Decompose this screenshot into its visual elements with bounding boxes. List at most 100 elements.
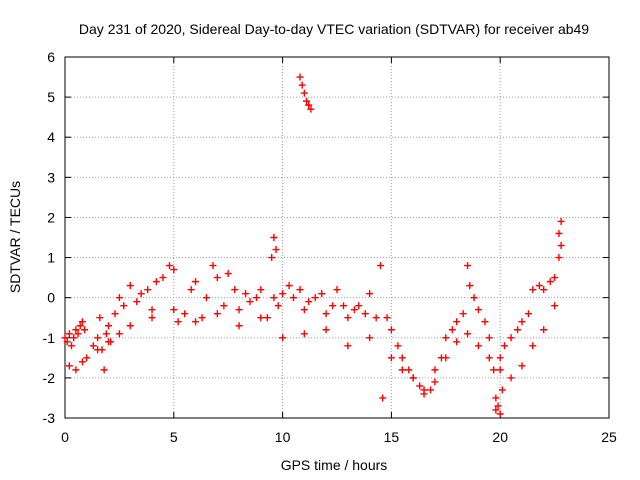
data-point (474, 306, 482, 314)
data-point (490, 366, 498, 374)
data-point (78, 318, 86, 326)
data-point (464, 262, 472, 270)
x-tick-label: 0 (61, 429, 69, 445)
data-point (492, 394, 500, 402)
data-point (431, 378, 439, 386)
data-point (409, 374, 417, 382)
x-tick-labels: 0 5 10 15 20 25 (61, 429, 617, 445)
y-tick-label: 2 (47, 209, 55, 225)
data-point (340, 302, 348, 310)
data-point (61, 334, 69, 342)
data-point (202, 294, 210, 302)
data-point (474, 342, 482, 350)
data-point (344, 314, 352, 322)
data-point (442, 354, 450, 362)
data-point (198, 314, 206, 322)
data-point (148, 306, 156, 314)
data-point (405, 366, 413, 374)
data-point (344, 342, 352, 350)
data-point (366, 334, 374, 342)
y-tick-labels: -3 -2 -1 0 1 2 3 4 5 6 (43, 49, 56, 426)
data-point (187, 286, 195, 294)
data-point (485, 354, 493, 362)
data-point (76, 322, 84, 330)
data-point (74, 330, 82, 338)
data-point (270, 234, 278, 241)
data-point (501, 342, 509, 350)
y-tick-label: 4 (47, 129, 55, 145)
data-point (494, 402, 502, 410)
y-tick-label: -3 (43, 410, 56, 426)
data-point (379, 394, 387, 402)
data-point (235, 306, 243, 314)
data-point (65, 330, 73, 338)
data-point (442, 334, 450, 342)
data-point (459, 310, 467, 318)
data-point (268, 254, 276, 262)
data-point (102, 330, 110, 338)
data-point (100, 366, 108, 374)
data-point (535, 282, 543, 290)
data-point (94, 334, 102, 342)
data-point (398, 366, 406, 374)
data-point (300, 89, 308, 97)
data-point (115, 330, 123, 338)
data-point (557, 217, 565, 225)
data-point (524, 310, 532, 318)
x-tick-label: 15 (384, 429, 400, 445)
data-point (159, 274, 167, 282)
data-point (270, 294, 278, 302)
data-point (242, 290, 250, 298)
data-point (126, 322, 134, 330)
data-point (192, 278, 200, 286)
data-point (546, 278, 554, 286)
data-point (557, 242, 565, 250)
data-point (416, 382, 424, 390)
data-point (68, 342, 76, 350)
data-point (83, 354, 91, 362)
data-point (496, 366, 504, 374)
x-axis-label: GPS time / hours (281, 457, 388, 473)
data-point (431, 366, 439, 374)
grid (64, 56, 610, 419)
data-point (105, 338, 113, 346)
data-point (307, 105, 315, 113)
data-point (235, 322, 243, 330)
data-point (470, 294, 478, 302)
data-point (246, 298, 254, 306)
data-point (78, 358, 86, 366)
data-point (209, 262, 217, 270)
data-point (555, 254, 563, 262)
data-point (300, 306, 308, 314)
data-point (498, 386, 506, 394)
data-point (305, 298, 313, 306)
data-point (453, 338, 461, 346)
data-point (372, 314, 380, 322)
data-point (181, 310, 189, 318)
data-point (285, 282, 293, 290)
x-tick-label: 20 (492, 429, 508, 445)
data-point (170, 306, 178, 314)
data-point (126, 282, 134, 290)
data-point (387, 354, 395, 362)
data-point (105, 322, 113, 330)
data-point (540, 286, 548, 294)
data-point (152, 278, 160, 286)
y-tick-label: 5 (47, 89, 55, 105)
plot-frame (64, 56, 610, 419)
data-point (485, 334, 493, 342)
data-point (148, 314, 156, 322)
y-tick-label: -1 (43, 330, 56, 346)
data-point (170, 266, 178, 274)
data-point (279, 334, 287, 342)
data-point (96, 314, 104, 322)
data-point (377, 262, 385, 270)
data-point (481, 318, 489, 326)
data-point (492, 406, 500, 414)
data-point (427, 386, 435, 394)
data-point (224, 270, 232, 278)
y-axis-label: SDTVAR / TECUs (7, 181, 23, 293)
data-point (555, 229, 563, 237)
data-point (518, 318, 526, 326)
data-point (333, 286, 341, 294)
